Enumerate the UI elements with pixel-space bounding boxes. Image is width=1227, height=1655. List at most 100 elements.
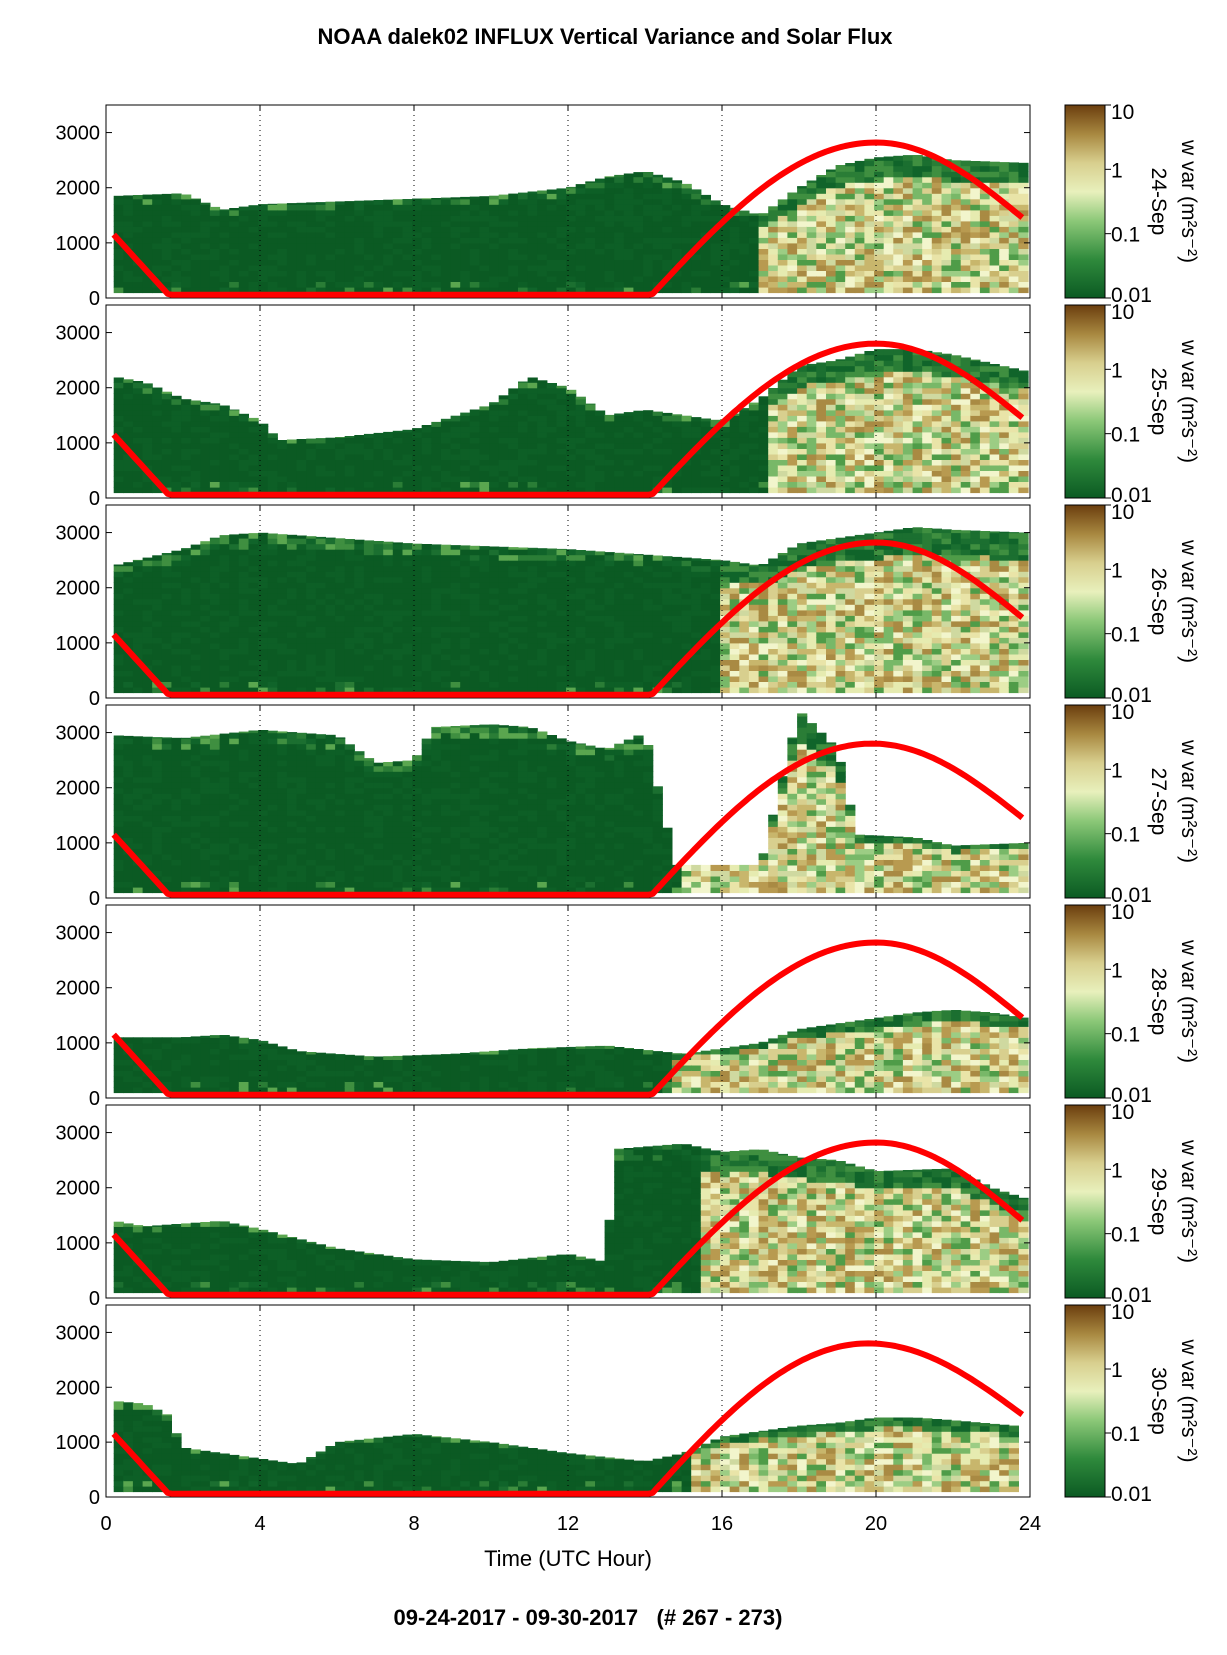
heatmap-cell — [277, 209, 288, 216]
heatmap-cell — [373, 470, 384, 477]
heatmap-cell — [518, 470, 529, 477]
heatmap-cell — [450, 687, 461, 694]
heatmap-cell — [854, 442, 865, 449]
heatmap-cell — [777, 259, 788, 266]
heatmap-cell — [739, 281, 750, 288]
heatmap-cell — [729, 426, 740, 433]
heatmap-cell — [315, 560, 326, 567]
heatmap-cell — [893, 464, 904, 471]
heatmap-cell — [238, 415, 249, 422]
heatmap-cell — [229, 609, 240, 616]
heatmap-cell — [200, 237, 211, 244]
heatmap-cell — [123, 409, 134, 416]
heatmap-cell — [267, 231, 278, 238]
heatmap-cell — [643, 270, 654, 277]
heatmap-cell — [566, 198, 577, 205]
heatmap-cell — [883, 404, 894, 411]
heatmap-cell — [181, 571, 192, 578]
heatmap-cell — [595, 198, 606, 205]
heatmap-cell — [392, 453, 403, 460]
heatmap-cell — [1008, 215, 1019, 222]
heatmap-cell — [181, 448, 192, 455]
heatmap-cell — [912, 259, 923, 266]
heatmap-cell — [392, 582, 403, 589]
heatmap-cell — [113, 426, 124, 433]
heatmap-cell — [325, 549, 336, 556]
heatmap-cell — [325, 470, 336, 477]
heatmap-cell — [941, 187, 952, 194]
heatmap-cell — [748, 248, 760, 255]
heatmap-cell — [373, 560, 384, 567]
heatmap-cell — [306, 609, 317, 616]
heatmap-cell — [931, 198, 942, 205]
heatmap-cell — [161, 642, 172, 649]
heatmap-cell — [181, 220, 192, 227]
heatmap-cell — [267, 453, 278, 460]
heatmap-cell — [152, 587, 163, 594]
heatmap-cell — [152, 582, 163, 589]
heatmap-cell — [575, 687, 586, 694]
heatmap-cell — [344, 453, 355, 460]
heatmap-cell — [999, 281, 1010, 288]
heatmap-cell — [1018, 162, 1029, 167]
heatmap-cell — [1018, 481, 1029, 488]
heatmap-cell — [113, 453, 124, 460]
heatmap-cell — [335, 220, 346, 227]
heatmap-cell — [373, 543, 384, 550]
heatmap-cell — [912, 215, 923, 222]
heatmap-cell — [671, 182, 683, 189]
heatmap-cell — [479, 275, 490, 282]
heatmap-cell — [113, 631, 124, 638]
heatmap-cell — [979, 237, 991, 244]
heatmap-cell — [633, 442, 644, 449]
heatmap-cell — [979, 215, 991, 222]
heatmap-cell — [450, 237, 461, 244]
heatmap-cell — [797, 431, 808, 438]
heatmap-cell — [190, 415, 201, 422]
heatmap-cell — [652, 220, 663, 227]
heatmap-cell — [739, 448, 750, 455]
heatmap-cell — [219, 209, 230, 211]
heatmap-cell — [209, 448, 221, 455]
heatmap-cell — [335, 470, 346, 477]
heatmap-cell — [383, 209, 394, 216]
heatmap-cell — [123, 215, 134, 222]
heatmap-cell — [229, 576, 240, 583]
heatmap-cell — [489, 437, 500, 444]
heatmap-cell — [999, 459, 1010, 466]
heatmap-cell — [161, 426, 172, 433]
heatmap-cell — [450, 459, 461, 466]
heatmap-cell — [209, 549, 221, 556]
heatmap-cell — [797, 220, 808, 227]
heatmap-cell — [190, 404, 201, 411]
heatmap-cell — [325, 587, 336, 594]
heatmap-cell — [566, 565, 577, 572]
heatmap-cell — [595, 187, 606, 194]
heatmap-cell — [325, 560, 336, 567]
heatmap-cell — [518, 653, 529, 660]
heatmap-cell — [854, 448, 865, 455]
heatmap-cell — [286, 687, 298, 694]
heatmap-cell — [816, 448, 827, 455]
heatmap-cell — [1008, 393, 1019, 400]
heatmap-cell — [700, 248, 711, 255]
heatmap-cell — [787, 209, 798, 216]
heatmap-cell — [623, 442, 634, 449]
heatmap-cell — [546, 593, 557, 600]
heatmap-cell — [864, 160, 875, 167]
heatmap-cell — [951, 160, 962, 167]
heatmap-cell — [797, 365, 808, 372]
heatmap-cell — [200, 275, 211, 282]
heatmap-cell — [392, 270, 403, 277]
heatmap-cell — [421, 475, 432, 482]
heatmap-cell — [931, 242, 942, 249]
heatmap-cell — [132, 398, 144, 405]
heatmap-cell — [431, 598, 442, 605]
heatmap-cell — [835, 426, 846, 433]
heatmap-cell — [922, 437, 933, 444]
heatmap-cell — [460, 545, 471, 550]
heatmap-cell — [286, 281, 298, 288]
heatmap-cell — [450, 681, 461, 688]
heatmap-cell — [643, 253, 654, 260]
heatmap-cell — [296, 664, 307, 671]
